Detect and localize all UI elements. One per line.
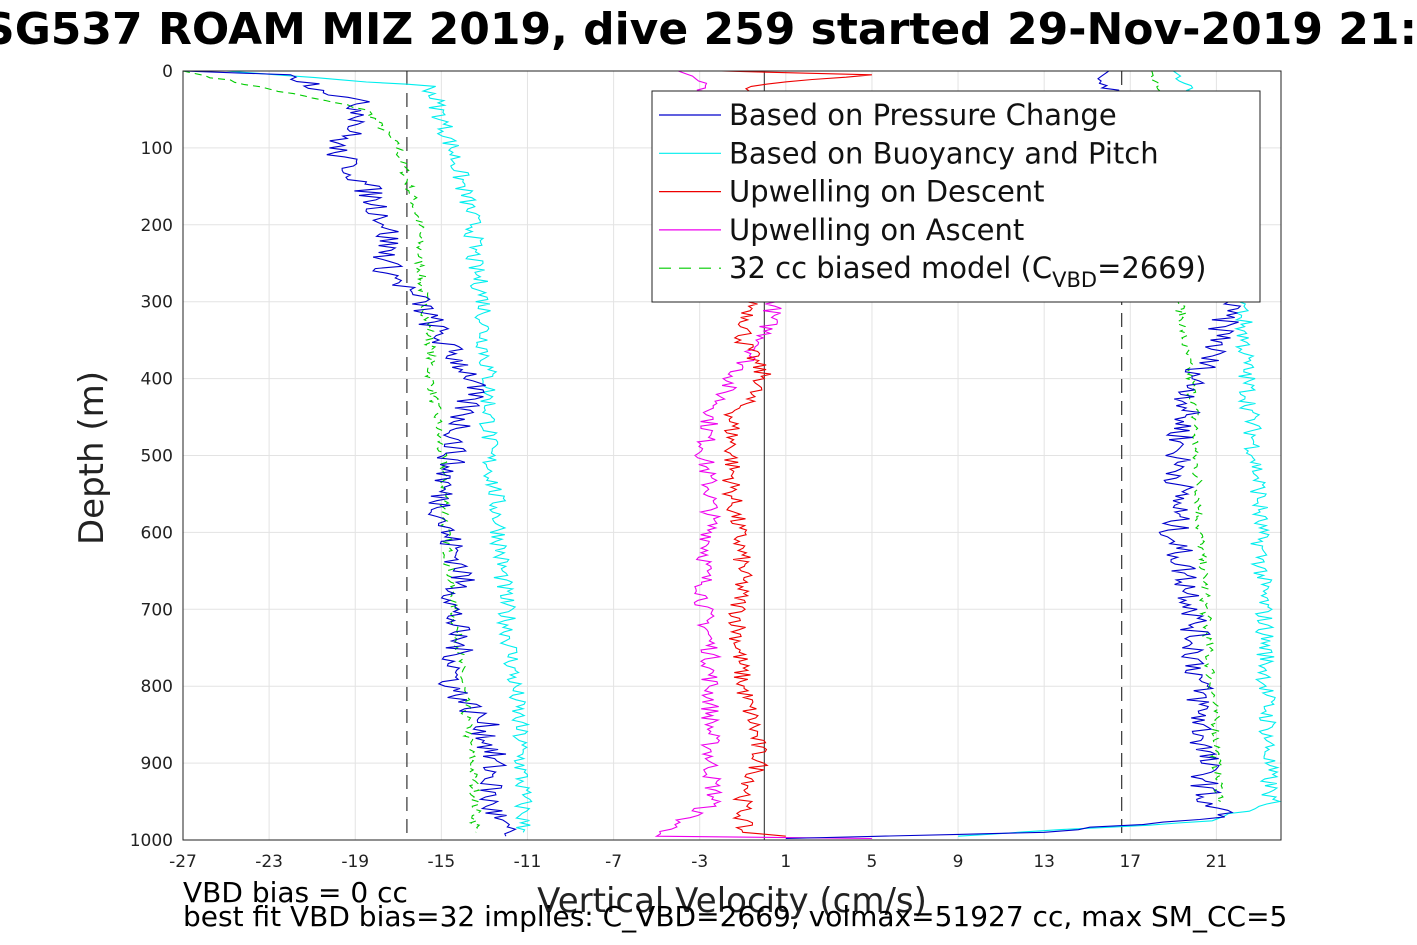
legend-entry: Upwelling on Descent	[659, 175, 1045, 209]
legend-label: Based on Buoyancy and Pitch	[729, 136, 1159, 170]
legend-entry: Based on Pressure Change	[659, 98, 1117, 132]
y-tick-label: 400	[141, 370, 173, 390]
y-tick-label: 100	[141, 139, 173, 159]
x-tick-label: -7	[605, 852, 622, 872]
footer-best-fit: best fit VBD bias=32 implies: C_VBD=2669…	[183, 900, 1288, 933]
y-tick-label: 500	[141, 447, 173, 467]
legend-label-prefix: 32 cc biased model (C	[729, 251, 1052, 285]
y-axis-label: Depth (m)	[72, 371, 112, 545]
descent-line	[182, 70, 482, 833]
x-tick-label: 1	[780, 852, 791, 872]
y-tick-label: 300	[141, 293, 173, 313]
y-tick-label: 900	[141, 754, 173, 774]
x-tick-labels: -27 -23 -19 -15 -11 -7 -3 1 5 9 13 17 21	[169, 852, 1227, 872]
y-tick-label: 200	[141, 216, 173, 236]
legend-label: Upwelling on Ascent	[729, 213, 1024, 247]
x-tick-label: -15	[427, 852, 455, 872]
y-tick-label: 1000	[130, 831, 173, 851]
legend-label: Upwelling on Descent	[729, 175, 1045, 209]
descent-line	[182, 70, 517, 837]
x-tick-label: 13	[1033, 852, 1055, 872]
legend-entry: Upwelling on Ascent	[659, 213, 1024, 247]
y-tick-label: 700	[141, 600, 173, 620]
x-axis-label: Vertical Velocity (cm/s)	[537, 881, 927, 921]
legend-label-subscript: VBD	[1052, 268, 1097, 292]
legend-label-suffix: =2669)	[1097, 251, 1206, 285]
x-tick-label: 5	[867, 852, 878, 872]
legend-label: Based on Pressure Change	[729, 98, 1117, 132]
x-tick-label: -11	[514, 852, 542, 872]
y-tick-label: 600	[141, 523, 173, 543]
x-tick-label: -23	[255, 852, 283, 872]
legend-entry: Based on Buoyancy and Pitch	[659, 136, 1159, 170]
legend-label: 32 cc biased model (CVBD=2669)	[729, 251, 1207, 292]
x-tick-label: -27	[169, 852, 197, 872]
plot-frame	[182, 70, 1282, 841]
chart-title: SG537 ROAM MIZ 2019, dive 259 started 29…	[0, 4, 1417, 55]
x-tick-label: -3	[691, 852, 708, 872]
x-tick-label: 9	[953, 852, 964, 872]
legend: Based on Pressure Change Based on Buoyanc…	[651, 90, 1261, 303]
y-tick-labels: 0 100 200 300 400 500 600 700 800 900 1000	[130, 62, 173, 851]
descent-line	[226, 70, 533, 833]
y-tick-label: 0	[162, 62, 173, 82]
x-tick-label: 21	[1206, 852, 1228, 872]
x-tick-label: 17	[1119, 852, 1141, 872]
x-tick-label: -19	[341, 852, 369, 872]
legend-box	[651, 90, 1261, 303]
y-tick-label: 800	[141, 677, 173, 697]
legend-entry: 32 cc biased model (CVBD=2669)	[659, 251, 1207, 292]
footer-vbd-bias: VBD bias = 0 cc	[183, 876, 408, 909]
